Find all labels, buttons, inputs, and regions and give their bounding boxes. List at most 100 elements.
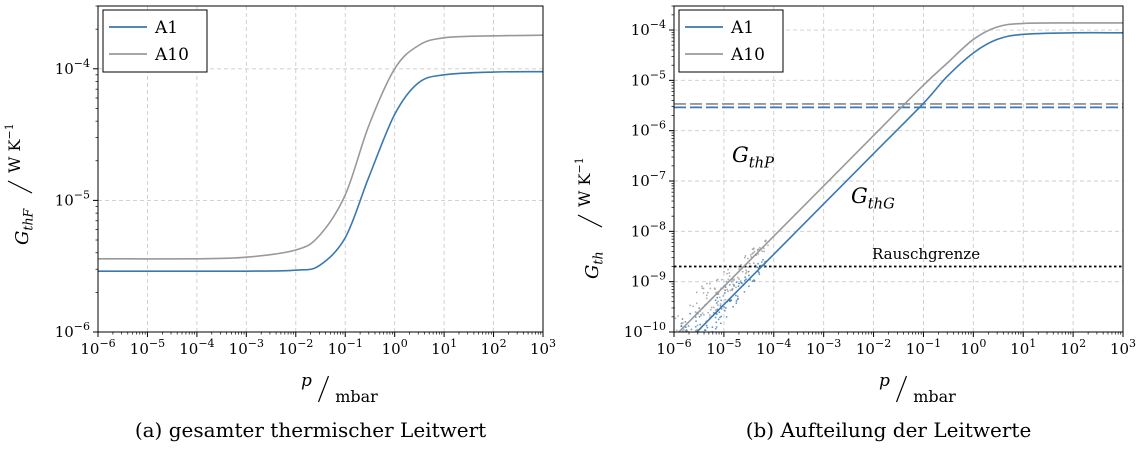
scatter-point (698, 315, 701, 318)
y-label-unit: W K−1 (573, 157, 594, 207)
x-label-slash (895, 375, 908, 403)
scatter-point (682, 321, 684, 324)
scatter-point (748, 285, 750, 288)
y-label-unit: W K−1 (3, 123, 24, 173)
scatter-point (696, 324, 699, 327)
axes-frame (673, 5, 1124, 333)
annotation-rauschgrenze: Rauschgrenze (872, 245, 980, 263)
scatter-point (714, 299, 717, 302)
scatter-point (728, 275, 731, 277)
scatter-point (763, 247, 765, 250)
annotation-gthg: GthG (851, 184, 895, 212)
scatter-point (725, 315, 728, 318)
scatter-point (676, 333, 678, 335)
scatter-point (743, 256, 746, 259)
scatter-point (723, 270, 725, 273)
scatter-point (723, 309, 726, 312)
scatter-point (743, 290, 746, 293)
scatter-point (701, 285, 703, 288)
scatter-point (733, 278, 735, 281)
scatter-point (724, 298, 727, 301)
y-tick-label: 10−7 (631, 169, 666, 190)
scatter-point (715, 321, 718, 324)
scatter-point (714, 316, 717, 319)
x-tick-label: 10−5 (706, 337, 741, 358)
scatter-point (694, 325, 697, 328)
scatter-point (763, 265, 766, 268)
scatter-point (687, 325, 690, 327)
scatter-point (713, 287, 716, 290)
scatter-point (710, 335, 712, 337)
legend-label-A1: A1 (730, 18, 754, 38)
series-line-A1 (695, 31, 1123, 332)
scatter-point (737, 285, 740, 288)
scatter-point (686, 356, 688, 358)
scatter-point (703, 345, 705, 347)
y-tick-label: 10−8 (631, 219, 666, 240)
scatter-point (745, 278, 747, 281)
scatter-point (752, 262, 755, 265)
scatter-point (689, 304, 692, 307)
scatter-point (745, 269, 747, 272)
scatter-point (684, 330, 687, 332)
legend-box (102, 9, 208, 73)
scatter-point (676, 357, 678, 359)
x-tick-label: 101 (431, 337, 457, 358)
scatter-point (700, 314, 702, 316)
scatter-point (705, 324, 708, 327)
scatter-point (690, 328, 693, 331)
scatter-point (708, 282, 711, 285)
scatter-point (725, 280, 728, 283)
series-line-A10 (677, 22, 1123, 332)
panel-caption: (a) gesamter thermischer Leitwert (135, 418, 486, 442)
y-tick-label: 10−6 (55, 320, 90, 341)
scatter-point (735, 300, 738, 302)
x-tick-label: 102 (1060, 337, 1086, 358)
x-label-unit: mbar (913, 387, 956, 406)
x-label-var: p (879, 371, 890, 391)
scatter-point (698, 335, 700, 337)
scatter-point (705, 282, 708, 285)
scatter-point (706, 326, 709, 329)
scatter-point (711, 326, 714, 328)
scatter-point (717, 293, 720, 296)
scatter-point (678, 357, 680, 359)
scatter-point (722, 294, 725, 297)
scatter-point (724, 291, 726, 294)
scatter-point (719, 322, 722, 325)
scatter-point (752, 248, 755, 250)
x-tick-label: 10−5 (130, 337, 165, 358)
scatter-point (690, 360, 692, 362)
scatter-point (758, 273, 761, 276)
scatter-point (682, 328, 685, 331)
scatter-point (724, 307, 727, 309)
scatter-point (736, 295, 739, 298)
scatter-point (705, 297, 708, 300)
scatter-point (720, 299, 723, 302)
scatter-point (738, 267, 740, 270)
y-label-var: GthF (12, 207, 36, 245)
x-tick-label: 10−6 (80, 337, 115, 358)
scatter-point (685, 333, 687, 335)
scatter-point (756, 266, 759, 269)
scatter-point (747, 257, 749, 260)
scatter-point (741, 282, 743, 285)
scatter-point (736, 276, 739, 279)
scatter-point (747, 270, 750, 273)
scatter-point (726, 272, 728, 275)
scatter-point (733, 285, 735, 287)
scatter-point (726, 288, 729, 291)
scatter-point (695, 291, 698, 294)
scatter-point (678, 355, 680, 357)
scatter-point (710, 306, 713, 309)
scatter-point (703, 313, 705, 316)
scatter-point (694, 311, 697, 313)
scatter-point (718, 311, 721, 314)
scatter-point (757, 253, 760, 256)
scatter-point (756, 249, 759, 251)
scatter-point (724, 289, 727, 292)
scatter-point (727, 278, 730, 281)
scatter-point (719, 303, 722, 305)
scatter-point (702, 287, 705, 290)
scatter-point (732, 283, 734, 286)
